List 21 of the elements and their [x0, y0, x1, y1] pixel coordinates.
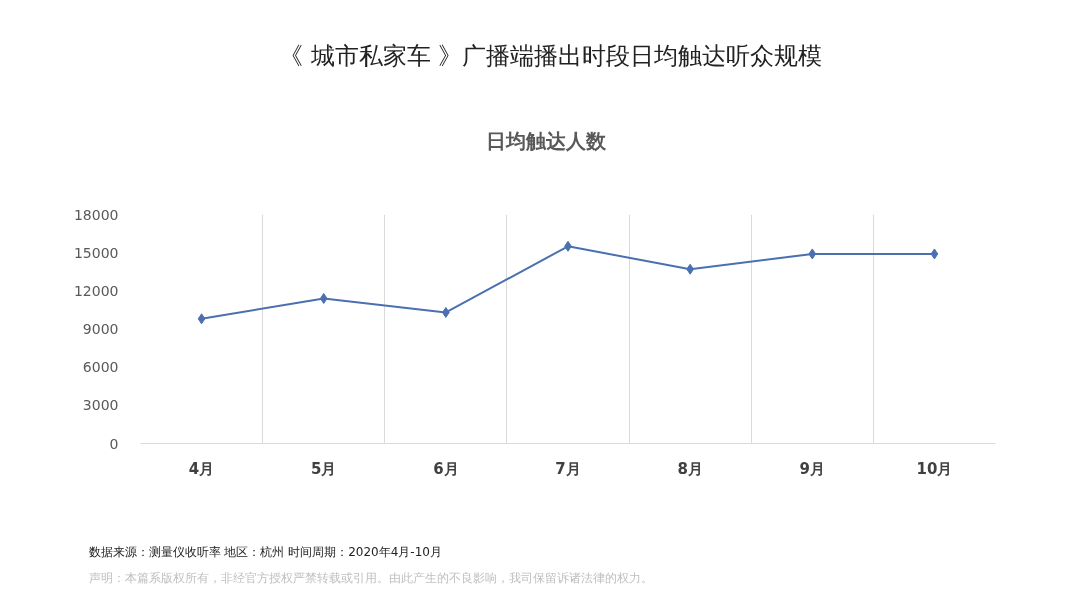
x-tick-label: 8月: [677, 459, 703, 478]
y-tick-label: 12000: [73, 282, 119, 299]
source-note: 数据来源：测量仪收听率 地区：杭州 时间周期：2020年4月-10月: [88, 544, 442, 559]
y-tick-label: 9000: [82, 321, 119, 337]
chart-subtitle: 日均触达人数: [485, 128, 607, 153]
x-tick-label: 6月: [433, 459, 459, 478]
point: [197, 313, 206, 325]
y-tick-label: 15000: [73, 244, 119, 261]
y-tick-label: 3000: [82, 397, 119, 414]
point: [808, 248, 817, 260]
point: [930, 248, 939, 260]
point: [319, 292, 328, 304]
x-tick-label: 9月: [799, 459, 825, 478]
x-tick-label: 10月: [916, 459, 953, 478]
x-tick-label: 4月: [188, 459, 215, 478]
chart-title: 《 城市私家车 》广播端播出时段日均触达听众规模: [278, 41, 823, 70]
y-tick-label: 6000: [82, 359, 119, 376]
y-tick-label: 0: [109, 435, 119, 452]
y-tick-label: 18000: [73, 206, 119, 223]
x-tick-label: 5月: [311, 459, 337, 478]
x-tick-label: 7月: [555, 459, 581, 478]
